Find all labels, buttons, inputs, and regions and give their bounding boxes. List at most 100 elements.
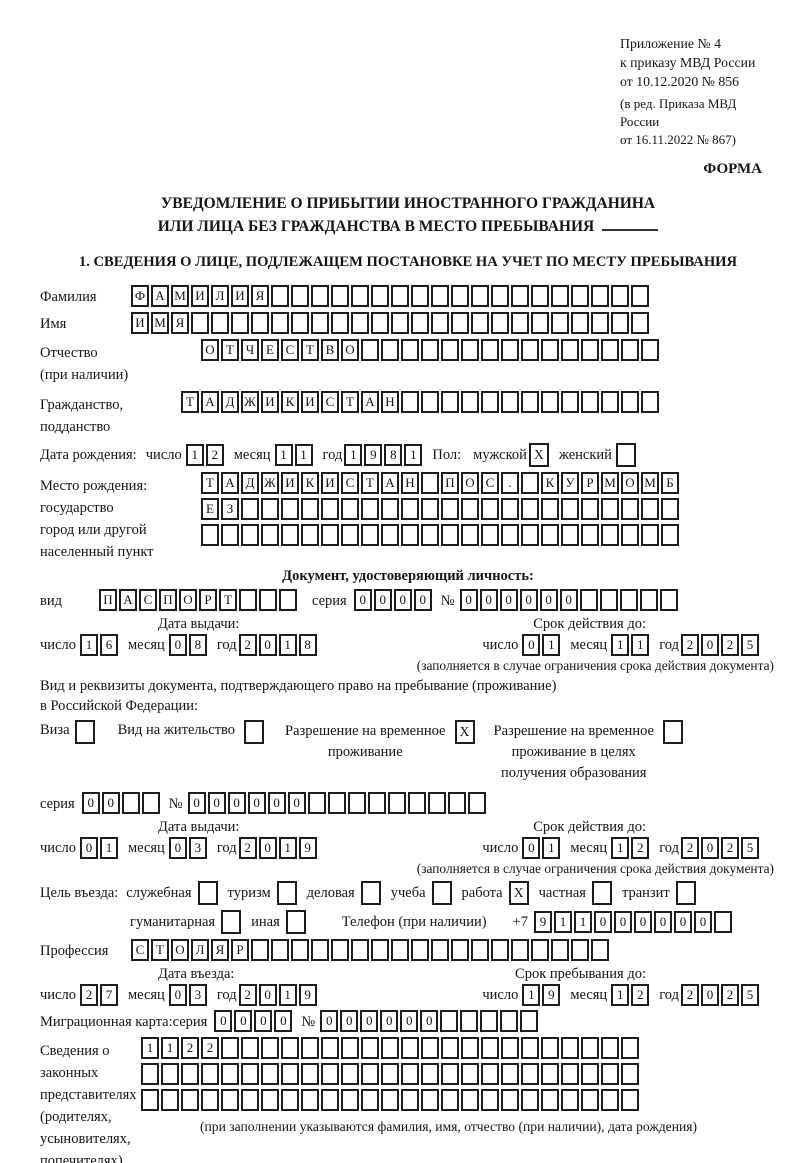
char-cell[interactable] xyxy=(581,1089,599,1112)
char-cell[interactable] xyxy=(271,285,289,308)
char-cell[interactable]: 5 xyxy=(741,634,759,657)
char-cell[interactable]: 1 xyxy=(185,444,204,467)
char-cell[interactable] xyxy=(276,881,297,906)
char-cell[interactable]: 0 xyxy=(701,984,719,1007)
char-cell[interactable] xyxy=(621,1037,639,1060)
purpose-work-checkbox[interactable]: X xyxy=(508,881,530,906)
char-cell[interactable] xyxy=(261,1063,279,1086)
char-cell[interactable]: 2 xyxy=(681,634,699,657)
char-cell[interactable] xyxy=(261,1037,279,1060)
char-cell[interactable] xyxy=(561,391,579,414)
char-cell[interactable]: 5 xyxy=(741,837,759,860)
char-cell[interactable]: 2 xyxy=(721,634,739,657)
char-cell[interactable]: 3 xyxy=(188,984,207,1007)
char-cell[interactable]: Н xyxy=(401,472,419,495)
char-cell[interactable] xyxy=(571,312,589,335)
char-cell[interactable] xyxy=(713,911,732,934)
char-cell[interactable]: М xyxy=(151,312,169,335)
char-cell[interactable]: С xyxy=(341,472,359,495)
char-cell[interactable]: 0 xyxy=(613,911,632,934)
char-cell[interactable]: 2 xyxy=(238,634,257,657)
char-cell[interactable] xyxy=(481,1089,499,1112)
char-cell[interactable]: В xyxy=(321,339,339,362)
char-cell[interactable] xyxy=(341,1037,359,1060)
char-cell[interactable] xyxy=(411,312,429,335)
char-cell[interactable]: 1 xyxy=(611,634,630,657)
char-cell[interactable] xyxy=(581,391,599,414)
char-cell[interactable] xyxy=(551,312,569,335)
char-cell[interactable]: Е xyxy=(261,339,279,362)
char-cell[interactable] xyxy=(251,939,269,962)
char-cell[interactable]: З xyxy=(221,498,239,521)
char-cell[interactable] xyxy=(321,1089,339,1112)
char-cell[interactable] xyxy=(291,312,309,335)
char-cell[interactable] xyxy=(531,939,549,962)
char-cell[interactable]: Т xyxy=(151,939,169,962)
char-cell[interactable] xyxy=(591,285,609,308)
char-cell[interactable]: 0 xyxy=(380,1010,399,1033)
representatives-boxes-row2[interactable] xyxy=(140,1063,697,1086)
char-cell[interactable]: А xyxy=(151,285,169,308)
char-cell[interactable] xyxy=(461,524,479,547)
char-cell[interactable]: Ж xyxy=(241,391,259,414)
char-cell[interactable]: К xyxy=(301,472,319,495)
char-cell[interactable] xyxy=(561,1063,579,1086)
char-cell[interactable] xyxy=(411,939,429,962)
char-cell[interactable] xyxy=(561,1089,579,1112)
char-cell[interactable]: И xyxy=(261,391,279,414)
char-cell[interactable] xyxy=(521,524,539,547)
purpose-other-checkbox[interactable] xyxy=(285,910,307,935)
char-cell[interactable]: 0 xyxy=(393,589,412,612)
char-cell[interactable]: 1 xyxy=(522,984,541,1007)
char-cell[interactable] xyxy=(387,792,406,815)
char-cell[interactable] xyxy=(431,285,449,308)
char-cell[interactable]: О xyxy=(461,472,479,495)
char-cell[interactable]: 0 xyxy=(267,792,286,815)
char-cell[interactable]: 0 xyxy=(234,1010,253,1033)
char-cell[interactable]: 1 xyxy=(274,444,293,467)
char-cell[interactable]: 1 xyxy=(631,634,650,657)
char-cell[interactable]: П xyxy=(99,589,117,612)
char-cell[interactable]: К xyxy=(281,391,299,414)
char-cell[interactable] xyxy=(327,792,346,815)
char-cell[interactable] xyxy=(659,589,678,612)
char-cell[interactable] xyxy=(661,498,679,521)
char-cell[interactable] xyxy=(615,443,636,468)
char-cell[interactable] xyxy=(601,1089,619,1112)
char-cell[interactable]: 0 xyxy=(673,911,692,934)
char-cell[interactable]: И xyxy=(131,312,149,335)
char-cell[interactable]: Ф xyxy=(131,285,149,308)
char-cell[interactable]: 0 xyxy=(633,911,652,934)
purpose-business-checkbox[interactable] xyxy=(360,881,382,906)
char-cell[interactable] xyxy=(361,1063,379,1086)
char-cell[interactable]: X xyxy=(508,881,529,906)
char-cell[interactable]: 1 xyxy=(611,837,630,860)
char-cell[interactable]: Л xyxy=(191,939,209,962)
char-cell[interactable] xyxy=(491,312,509,335)
char-cell[interactable]: С xyxy=(281,339,299,362)
char-cell[interactable]: 0 xyxy=(227,792,246,815)
char-cell[interactable]: П xyxy=(159,589,177,612)
char-cell[interactable] xyxy=(481,498,499,521)
char-cell[interactable]: 0 xyxy=(459,589,478,612)
char-cell[interactable]: 0 xyxy=(187,792,206,815)
char-cell[interactable] xyxy=(431,939,449,962)
char-cell[interactable] xyxy=(301,1037,319,1060)
char-cell[interactable] xyxy=(521,1063,539,1086)
sex-male-checkbox[interactable]: X xyxy=(528,443,550,468)
char-cell[interactable] xyxy=(321,524,339,547)
char-cell[interactable]: 2 xyxy=(201,1037,219,1060)
char-cell[interactable]: 1 xyxy=(278,837,297,860)
char-cell[interactable] xyxy=(641,339,659,362)
char-cell[interactable]: 0 xyxy=(400,1010,419,1033)
